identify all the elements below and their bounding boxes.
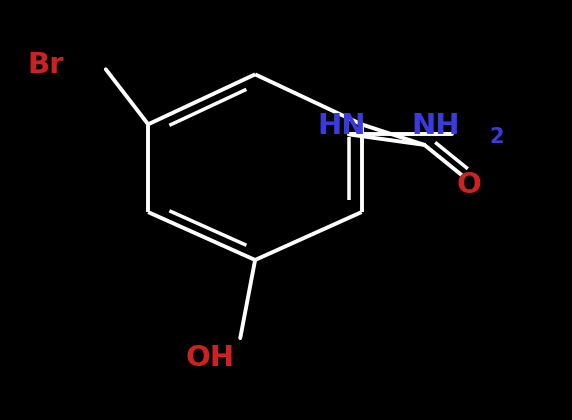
Text: HN: HN	[317, 112, 366, 140]
Text: OH: OH	[186, 344, 235, 372]
Text: NH: NH	[412, 112, 460, 140]
Text: O: O	[456, 171, 482, 199]
Text: 2: 2	[490, 127, 504, 147]
Text: Br: Br	[27, 51, 64, 79]
